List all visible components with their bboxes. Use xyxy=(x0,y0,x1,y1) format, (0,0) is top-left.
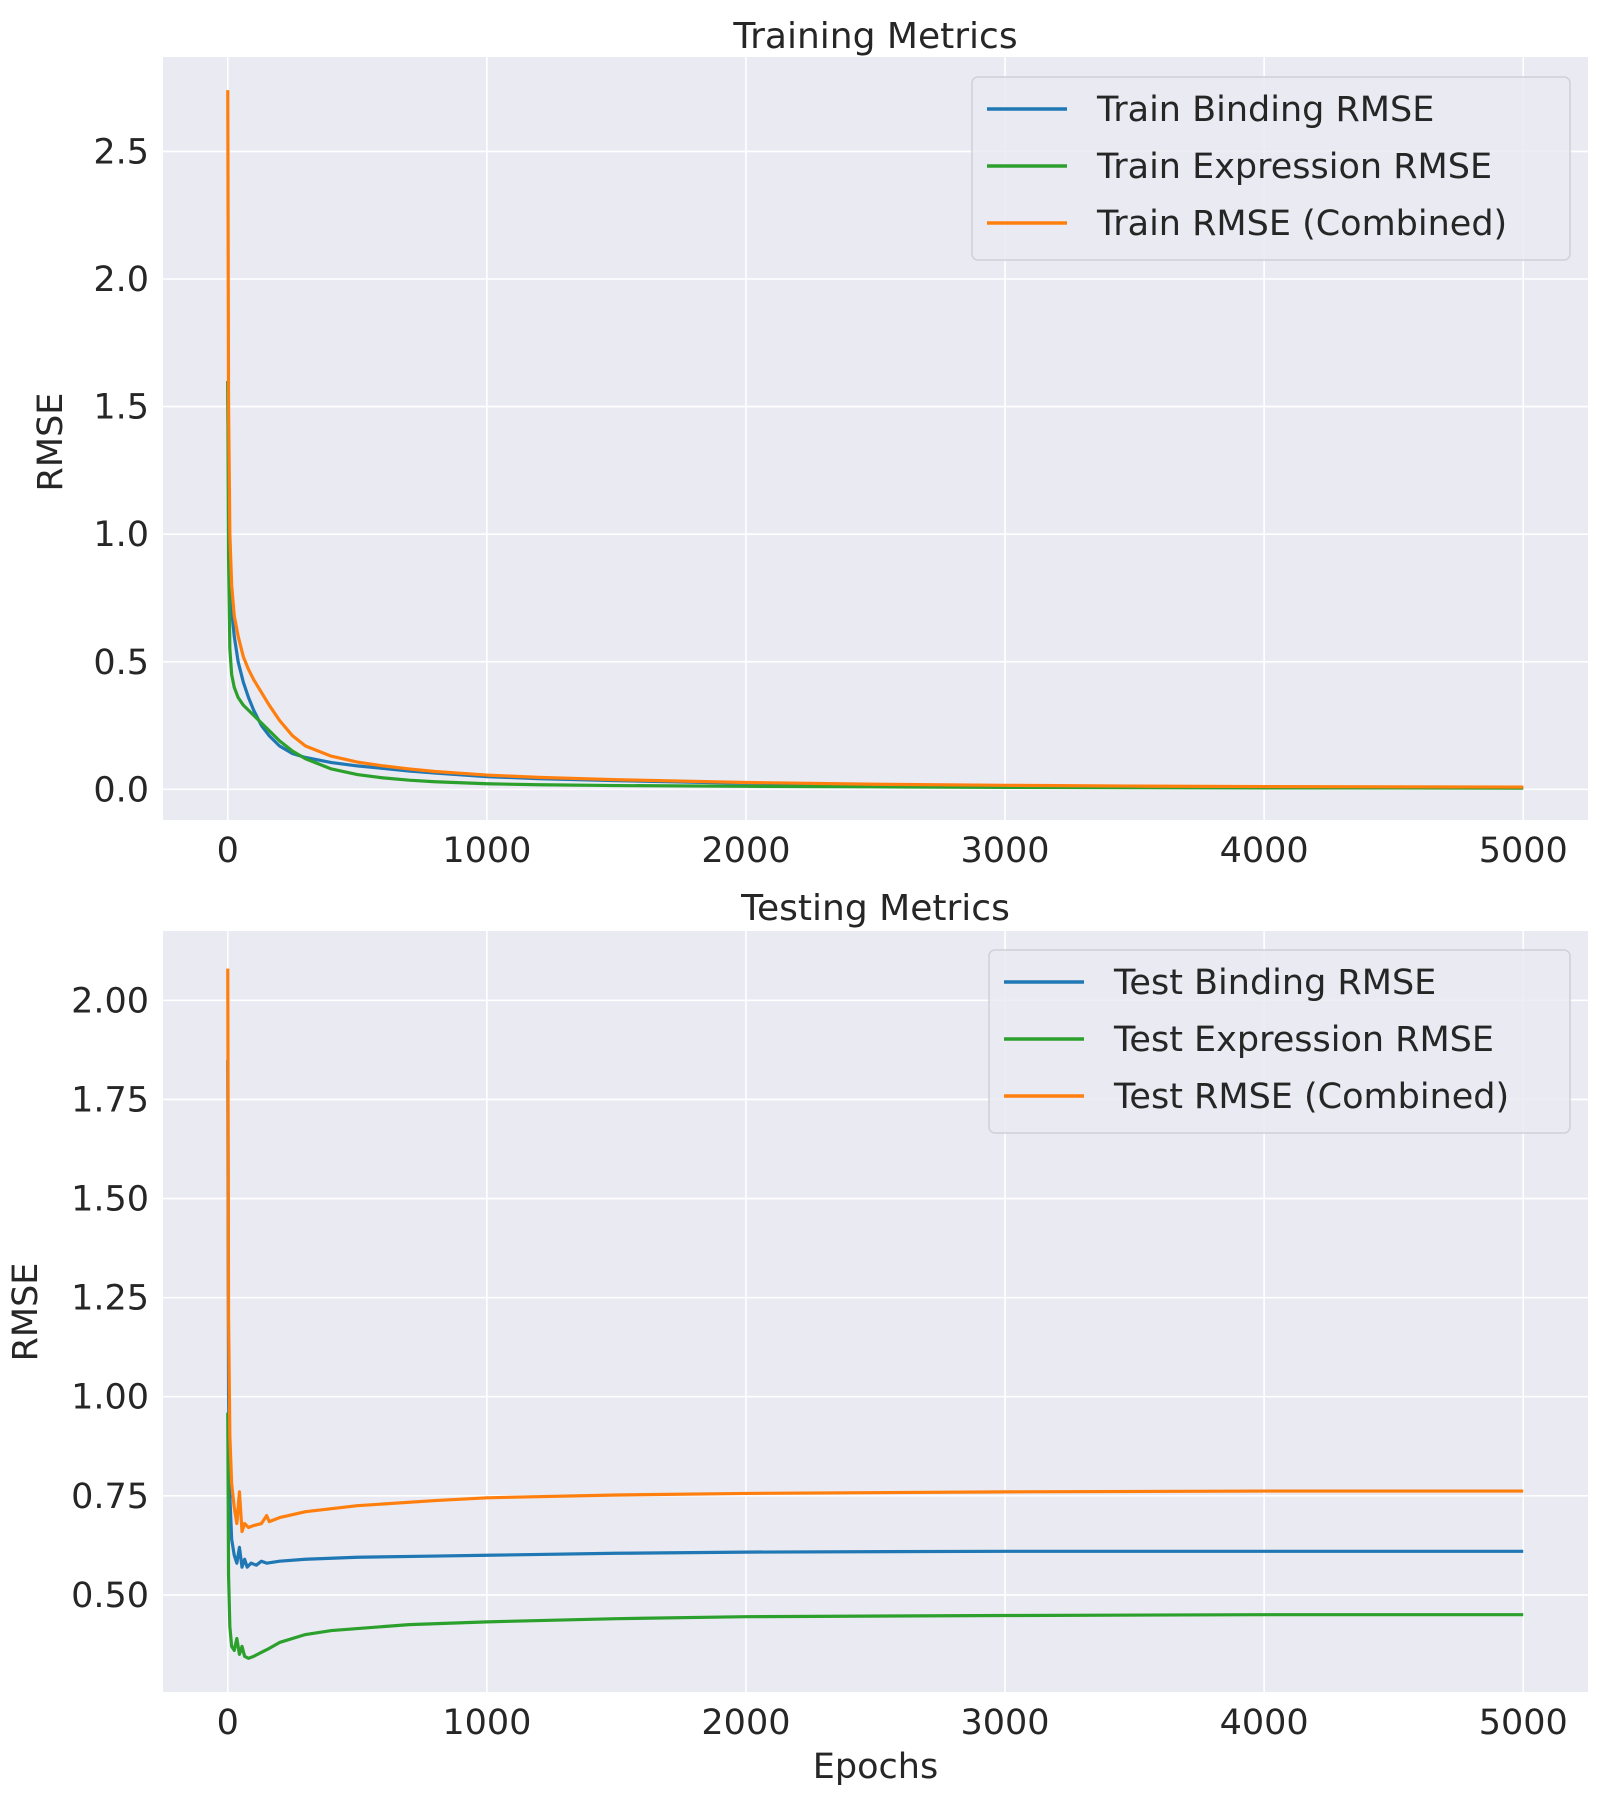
legend-label-2: Train RMSE (Combined) xyxy=(1096,204,1507,244)
y-tick-label: 0.75 xyxy=(71,1477,149,1517)
legend-label-0: Test Binding RMSE xyxy=(1113,963,1436,1003)
y-tick-label: 1.50 xyxy=(71,1180,149,1220)
series-line-2 xyxy=(226,968,1524,1534)
legend-label-2: Test RMSE (Combined) xyxy=(1113,1077,1509,1117)
x-tick-label: 5000 xyxy=(1479,1703,1568,1743)
chart-title: Training Metrics xyxy=(732,16,1017,57)
x-tick-label: 2000 xyxy=(701,831,790,871)
y-axis-label: RMSE xyxy=(6,1263,46,1362)
y-tick-label: 1.5 xyxy=(93,388,149,428)
training-chart: 0 1000 2000 3000 4000 5000 0.0 0.5 1.0 1.5 2.0 2.5 T… xyxy=(31,16,1588,871)
y-tick-label: 1.00 xyxy=(71,1378,149,1418)
x-tick-label: 1000 xyxy=(442,1703,531,1743)
x-tick-label: 3000 xyxy=(961,831,1050,871)
legend-label-1: Test Expression RMSE xyxy=(1113,1020,1494,1060)
legend xyxy=(971,76,1571,261)
y-axis-label: RMSE xyxy=(31,393,71,492)
series-line-2 xyxy=(226,90,1524,789)
series-line-0 xyxy=(226,1059,1524,1569)
legend-label-1: Train Expression RMSE xyxy=(1096,147,1492,187)
legend xyxy=(988,949,1571,1134)
series-line-1 xyxy=(226,1412,1524,1660)
series-line-1 xyxy=(226,381,1524,790)
x-axis-label: Epochs xyxy=(813,1747,938,1787)
y-tick-label: 1.75 xyxy=(71,1080,149,1120)
chart-title: Testing Metrics xyxy=(740,888,1010,929)
x-tick-label: 3000 xyxy=(961,1703,1050,1743)
x-tick-label: 5000 xyxy=(1479,831,1568,871)
y-tick-label: 2.0 xyxy=(93,260,149,300)
y-tick-label: 2.5 xyxy=(93,132,149,172)
x-tick-label: 1000 xyxy=(442,831,531,871)
testing-chart: 0 1000 2000 3000 4000 5000 0.50 0.75 1.00 1.25 1.5… xyxy=(6,888,1588,1787)
legend-label-0: Train Binding RMSE xyxy=(1096,90,1434,130)
x-tick-label: 0 xyxy=(217,831,239,871)
y-tick-label: 1.0 xyxy=(93,515,149,555)
y-tick-label: 1.25 xyxy=(71,1279,149,1319)
y-tick-label: 0.0 xyxy=(93,770,149,810)
x-tick-label: 4000 xyxy=(1220,1703,1309,1743)
x-tick-label: 0 xyxy=(217,1703,239,1743)
x-tick-label: 2000 xyxy=(701,1703,790,1743)
y-tick-label: 2.00 xyxy=(71,981,149,1021)
y-tick-label: 0.5 xyxy=(93,643,149,683)
x-tick-label: 4000 xyxy=(1220,831,1309,871)
y-tick-label: 0.50 xyxy=(71,1576,149,1616)
